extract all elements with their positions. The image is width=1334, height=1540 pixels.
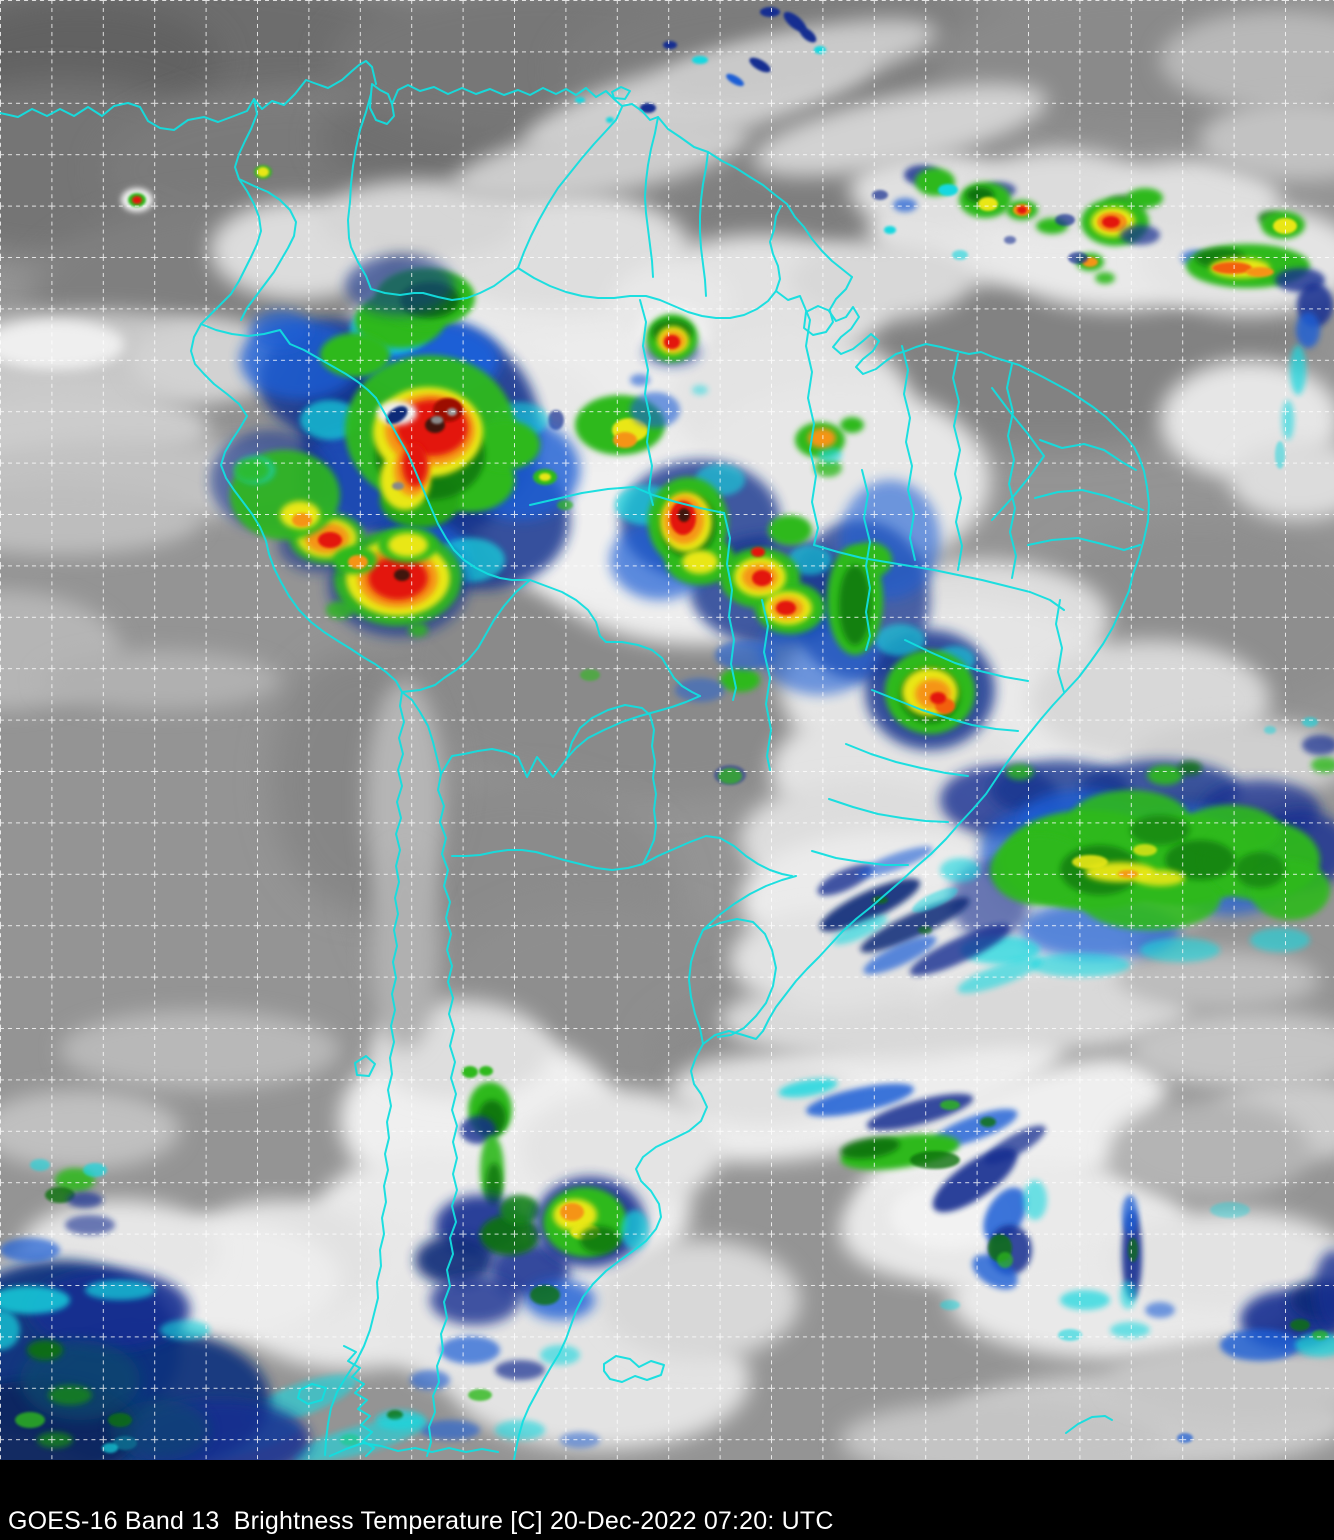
border-parana-river-east	[642, 835, 793, 877]
state-ne-diagonal-2	[1034, 489, 1144, 511]
state-bahia-mg	[1055, 599, 1065, 693]
state-tocantins-line	[861, 469, 871, 651]
border-venezuela-guyana	[517, 106, 623, 269]
border-venezuela-brazil	[422, 267, 519, 301]
border-paraguay-top-arc	[566, 704, 651, 759]
state-ne-diagonal-1	[1039, 439, 1137, 471]
border-ecuador-colombia-peru	[200, 323, 377, 399]
state-piaui-ceara	[952, 353, 963, 571]
border-marajo-island	[803, 305, 834, 336]
border-tierra-del-fuego	[329, 1442, 499, 1457]
border-pacific-coast	[190, 98, 405, 1456]
border-chiloe-island	[354, 1055, 376, 1077]
border-peru-brazil	[375, 397, 531, 581]
border-guianas-brazil	[517, 205, 782, 319]
state-ceara-wedge	[991, 387, 1045, 521]
border-peru-bolivia	[401, 579, 531, 693]
state-mato-grosso-east	[723, 512, 737, 701]
state-amazon-south	[529, 486, 725, 514]
satellite-image	[0, 0, 1334, 1460]
border-trinidad	[611, 86, 631, 100]
border-south-georgia	[1065, 1415, 1113, 1434]
state-maranhao-piaui	[901, 345, 916, 561]
state-ne-diagonal-3	[1027, 537, 1141, 551]
border-guyana-suriname	[644, 116, 659, 278]
border-colombia-interior	[238, 178, 297, 321]
state-parana	[828, 798, 949, 823]
border-colombia-venezuela	[347, 93, 424, 296]
border-falkland-islands	[603, 1355, 665, 1383]
border-island-small	[297, 1383, 327, 1405]
border-bolivia-argentina	[440, 748, 568, 778]
state-ms-sp	[761, 599, 772, 771]
state-santa-catarina	[811, 850, 909, 866]
state-sao-paulo	[845, 743, 969, 777]
border-argentina-paraguay-south	[451, 849, 644, 871]
caption-text: GOES-16 Band 13 Brightness Temperature […	[8, 1507, 834, 1535]
caption-bar: GOES-16 Band 13 Brightness Temperature […	[0, 1460, 1334, 1540]
border-central-america-caribbean-coast	[0, 60, 377, 131]
state-minas-1	[904, 639, 1029, 682]
border-bolivia-brazil	[529, 579, 701, 697]
state-minas-2	[871, 689, 1019, 732]
border-brazil-east-coast	[513, 276, 1150, 1460]
border-chile-fjords	[343, 1345, 375, 1457]
state-amazonas-para	[639, 299, 654, 506]
border-uruguay-loop	[702, 918, 777, 1038]
graticule	[0, 0, 1334, 1460]
border-lake-maracaibo	[369, 83, 395, 125]
border-andes-argentina-chile	[401, 691, 458, 1457]
country-borders	[0, 60, 1150, 1460]
state-para-east	[775, 290, 819, 546]
border-paraguay-river	[642, 714, 657, 865]
border-suriname-french-guiana	[699, 151, 709, 297]
state-tocantins-bahia	[813, 544, 1065, 611]
state-ceara-west	[1006, 363, 1017, 579]
border-venezuela-north-coast	[391, 84, 853, 278]
border-bolivia-paraguay	[566, 695, 701, 759]
border-brazil-uruguay	[702, 875, 797, 931]
border-uruguay-river	[688, 929, 704, 1045]
